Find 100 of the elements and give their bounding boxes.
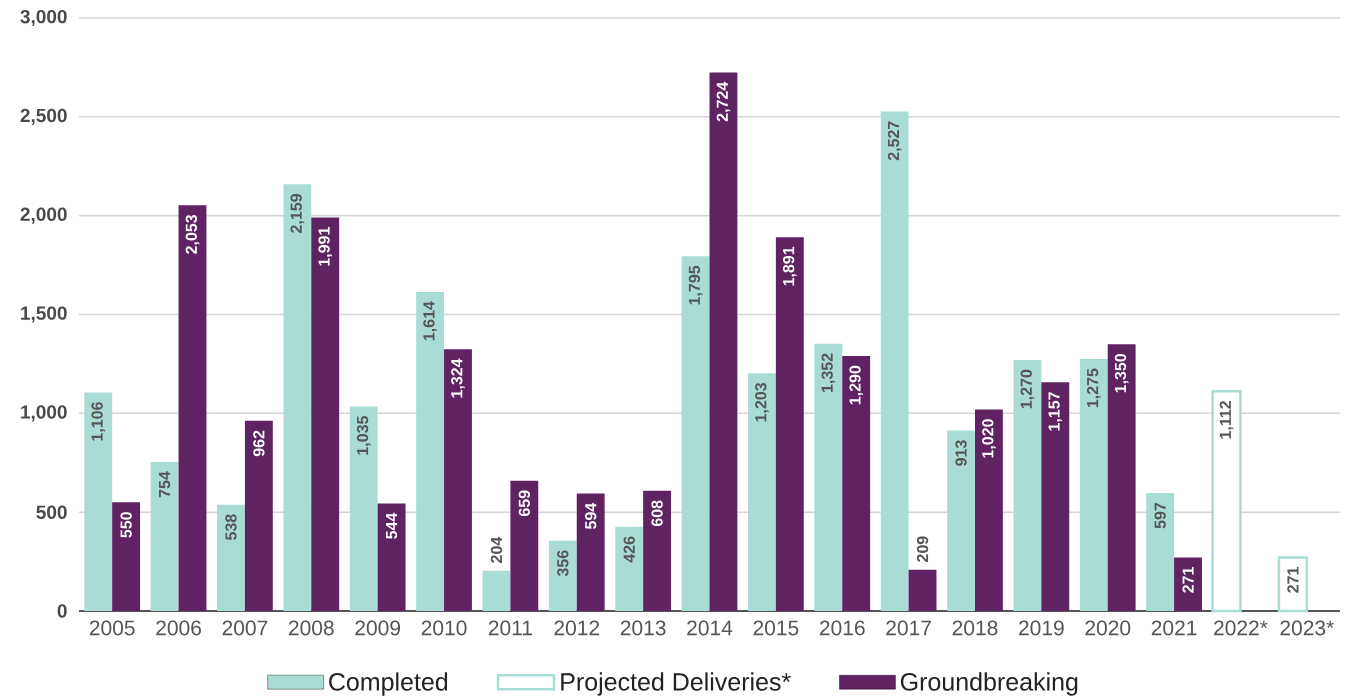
data-label: 2,527 [887, 121, 902, 161]
bar [748, 373, 776, 611]
x-tick-label: 2023* [1280, 620, 1334, 636]
data-label: 1,795 [688, 265, 703, 305]
bar [150, 461, 179, 611]
bar [814, 343, 843, 611]
bar [444, 349, 472, 611]
y-tick-label: 500 [36, 505, 67, 519]
y-tick-label: 0 [57, 604, 67, 618]
x-tick-label: 2021 [1151, 620, 1197, 636]
data-label: 1,891 [782, 246, 797, 286]
data-label: 659 [518, 490, 530, 517]
data-label: 594 [585, 502, 597, 529]
bar [548, 540, 577, 611]
data-label: 2,724 [716, 81, 731, 122]
legend-label: Completed [329, 672, 448, 696]
data-label: 209 [916, 536, 929, 562]
data-label: 426 [623, 536, 635, 563]
bar [775, 237, 804, 611]
bar [643, 490, 672, 611]
y-tick-label: 1,000 [21, 405, 67, 422]
data-label: 2,159 [290, 194, 305, 233]
data-label: 1,035 [356, 416, 371, 455]
bar [349, 406, 378, 611]
bar [1079, 358, 1108, 611]
x-tick-label: 2022* [1214, 620, 1268, 636]
data-label: 204 [490, 536, 503, 563]
data-label: 1,290 [849, 365, 864, 405]
data-label: 608 [651, 500, 663, 527]
data-label: 1,203 [755, 382, 769, 422]
x-tick-label: 2013 [620, 620, 666, 636]
x-tick-label: 2009 [355, 620, 401, 636]
x-tick-label: 2005 [89, 620, 135, 636]
x-tick-label: 2018 [952, 620, 998, 636]
x-tick-label: 2017 [886, 620, 931, 636]
y-tick-label: 2,500 [20, 108, 67, 125]
data-label: 962 [253, 430, 265, 457]
bar [974, 409, 1003, 611]
bar [947, 430, 975, 611]
bar [377, 503, 406, 611]
y-tick-label: 3,000 [20, 9, 67, 27]
data-label: 550 [120, 512, 132, 538]
x-tick-label: 2007 [222, 620, 268, 636]
data-label: 913 [955, 440, 967, 466]
bar [576, 493, 605, 611]
bar [1174, 557, 1202, 611]
data-label: 1,270 [1020, 369, 1035, 409]
data-label: 1,112 [1219, 401, 1234, 439]
data-label: 538 [225, 514, 237, 541]
data-label: 1,275 [1086, 368, 1101, 408]
x-tick-label: 2014 [687, 620, 733, 636]
x-tick-label: 2019 [1019, 620, 1064, 636]
bar [1013, 359, 1042, 611]
bar [244, 420, 273, 611]
bar [482, 570, 511, 611]
data-label: 2,053 [185, 214, 200, 254]
bar [178, 205, 207, 611]
bar [283, 184, 312, 611]
data-label: 1,106 [91, 402, 106, 441]
legend-label: Projected Deliveries* [561, 672, 791, 696]
bar [880, 111, 909, 611]
x-tick-label: 2006 [156, 620, 201, 636]
bar [1146, 492, 1175, 611]
data-label: 544 [386, 512, 398, 539]
bar [1041, 382, 1070, 611]
data-label: 1,020 [982, 419, 996, 458]
data-label: 271 [1182, 567, 1194, 593]
x-tick-label: 2015 [753, 620, 799, 636]
bar [1277, 556, 1309, 613]
data-label: 1,614 [423, 301, 437, 341]
bar [615, 526, 644, 611]
data-label: 1,157 [1048, 392, 1063, 431]
bar [1107, 344, 1136, 611]
bar [510, 480, 539, 611]
bar [908, 569, 937, 611]
bar [842, 356, 871, 611]
y-tick-label: 1,500 [21, 306, 67, 323]
data-label: 1,350 [1114, 354, 1129, 393]
x-tick-label: 2011 [488, 620, 532, 636]
data-label: 271 [1287, 567, 1299, 593]
x-tick-label: 2008 [289, 620, 334, 636]
data-label: 1,352 [821, 353, 836, 392]
bar [681, 256, 710, 611]
bar [1211, 389, 1242, 613]
data-label: 356 [557, 550, 569, 577]
x-tick-label: 2012 [554, 620, 600, 636]
bar [416, 291, 445, 611]
x-tick-label: 2016 [819, 620, 865, 636]
bar [709, 72, 738, 611]
x-tick-label: 2010 [421, 620, 467, 636]
data-label: 597 [1154, 502, 1166, 529]
legend-label: Groundbreaking [900, 672, 1078, 696]
bar [112, 502, 141, 611]
y-tick-label: 2,000 [20, 207, 67, 224]
bar [84, 392, 113, 611]
bar [217, 504, 245, 611]
bar [311, 217, 340, 611]
x-tick-label: 2020 [1085, 620, 1131, 636]
data-label: 754 [159, 471, 171, 498]
data-label: 1,324 [451, 358, 465, 398]
